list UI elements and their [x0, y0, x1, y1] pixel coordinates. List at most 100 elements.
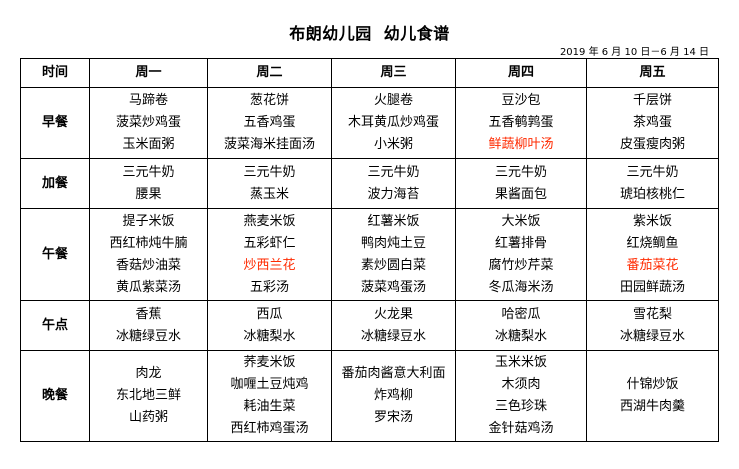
menu-cell: 西瓜 冰糖梨水 — [207, 300, 332, 351]
dish: 冬瓜海米汤 — [488, 279, 554, 295]
dish: 紫米饭 — [632, 213, 672, 229]
dish: 燕麦米饭 — [243, 213, 296, 229]
menu-cell: 红薯米饭 鸭肉炖土豆 素炒圆白菜 菠菜鸡蛋汤 — [331, 208, 456, 301]
dish: 菠菜炒鸡蛋 — [115, 115, 181, 130]
header-mon: 周一 — [89, 58, 208, 88]
dish: 三元牛奶 — [122, 164, 175, 180]
dish: 腐竹炒芹菜 — [488, 257, 554, 273]
dish: 冰糖绿豆水 — [115, 328, 181, 344]
dish: 玉米米饭 — [494, 355, 547, 370]
menu-cell: 玉米米饭木须肉三色珍珠金针菇鸡汤 — [455, 350, 587, 442]
dish: 鸭肉炖土豆 — [360, 235, 426, 251]
dish: 木耳黄瓜炒鸡蛋 — [347, 115, 439, 130]
dish: 冰糖绿豆水 — [619, 328, 685, 344]
dish: 葱花饼 — [249, 93, 289, 108]
header-tue: 周二 — [207, 58, 332, 88]
menu-cell: 雪花梨 冰糖绿豆水 — [586, 300, 719, 351]
menu-cell: 紫米饭红烧鲷鱼番茄菜花田园鲜蔬汤 — [586, 208, 719, 301]
dish: 罗宋汤 — [373, 410, 413, 425]
dish: 香蕉 — [135, 306, 162, 322]
dish: 黄瓜紫菜汤 — [115, 279, 181, 295]
meal-label: 早餐 — [20, 87, 90, 159]
meal-row-snack: 加餐 三元牛奶 腰果 三元牛奶 蒸玉米 三元牛奶 波力海苔 三元牛奶 果酱面包 三元牛奶 琥珀核桃仁 — [20, 158, 719, 209]
dish: 三元牛奶 — [626, 164, 679, 180]
meal-label: 晚餐 — [20, 350, 90, 442]
dish: 五彩汤 — [249, 279, 289, 295]
dish: 五香鸡蛋 — [243, 115, 296, 130]
highlighted-dish: 鲜蔬柳叶汤 — [488, 137, 554, 152]
menu-cell: 三元牛奶 波力海苔 — [331, 158, 456, 209]
dish: 西瓜 — [256, 306, 283, 322]
dish: 番茄肉酱意大利面 — [341, 366, 446, 381]
highlighted-dish: 炒西兰花 — [243, 257, 296, 273]
dish: 三元牛奶 — [494, 164, 547, 180]
menu-table: 时间 周一 周二 周三 周四 周五 早餐 马蹄卷 菠菜炒鸡蛋 玉米面粥 葱花饼 五香鸡蛋菠… — [20, 58, 719, 442]
kindergarten-name: 布朗幼儿园 — [289, 24, 372, 43]
dish: 香菇炒油菜 — [115, 257, 181, 273]
dish: 三元牛奶 — [367, 164, 420, 180]
menu-cell: 火腿卷木耳黄瓜炒鸡蛋 小米粥 — [331, 87, 456, 159]
date-range: 2019 年 6 月 10 日－6 月 14 日 — [559, 47, 709, 58]
meal-row-dinner: 晚餐 肉龙 东北地三鲜 山药粥 荞麦米饭 咖喱土豆炖鸡 耗油生菜 西红柿鸡蛋汤 番茄肉酱意大利面… — [20, 350, 719, 442]
dish: 玉米面粥 — [122, 137, 175, 152]
dish: 雪花梨 — [632, 306, 672, 322]
dish: 炸鸡柳 — [373, 388, 413, 403]
dish: 冰糖梨水 — [494, 328, 547, 344]
menu-cell: 提子米饭 西红柿炖牛腩 香菇炒油菜 黄瓜紫菜汤 — [89, 208, 208, 301]
dish: 提子米饭 — [122, 213, 175, 229]
dish: 冰糖梨水 — [243, 328, 296, 344]
dish: 五彩虾仁 — [243, 235, 296, 251]
menu-cell: 香蕉 冰糖绿豆水 — [89, 300, 208, 351]
dish: 五香鹌鹑蛋 — [488, 115, 554, 130]
meal-label: 午点 — [20, 300, 90, 351]
dish: 马蹄卷 — [128, 93, 168, 108]
menu-cell: 番茄肉酱意大利面 炸鸡柳罗宋汤 — [331, 350, 456, 442]
menu-cell: 葱花饼 五香鸡蛋 菠菜海米挂面汤 — [207, 87, 332, 159]
dish: 西湖牛肉羹 — [619, 399, 685, 414]
menu-cell: 三元牛奶 腰果 — [89, 158, 208, 209]
header-row: 时间 周一 周二 周三 周四 周五 — [20, 58, 719, 88]
header-thu: 周四 — [455, 58, 587, 88]
dish: 红薯排骨 — [494, 235, 547, 251]
dish: 茶鸡蛋 — [632, 115, 672, 130]
dish: 红烧鲷鱼 — [626, 235, 679, 251]
dish: 红薯米饭 — [367, 213, 420, 229]
dish: 什锦炒饭 — [626, 377, 679, 392]
meal-label: 午餐 — [20, 208, 90, 301]
dish: 田园鲜蔬汤 — [619, 279, 685, 295]
meal-label: 加餐 — [20, 158, 90, 209]
dish: 皮蛋瘦肉粥 — [619, 137, 685, 152]
meal-row-breakfast: 早餐 马蹄卷 菠菜炒鸡蛋 玉米面粥 葱花饼 五香鸡蛋 菠菜海米挂面汤 火腿卷 木耳黄瓜炒鸡蛋 小米… — [20, 87, 719, 159]
menu-cell: 火龙果 冰糖绿豆水 — [331, 300, 456, 351]
menu-cell: 大米饭 红薯排骨 腐竹炒芹菜 冬瓜海米汤 — [455, 208, 587, 301]
dish: 三色珍珠 — [494, 399, 547, 414]
dish: 西红柿鸡蛋汤 — [230, 421, 309, 436]
menu-title: 幼儿食谱 — [383, 24, 450, 43]
dish: 火腿卷 — [373, 93, 413, 108]
dish: 东北地三鲜 — [115, 388, 181, 403]
dish: 波力海苔 — [367, 186, 420, 202]
dish: 小米粥 — [373, 137, 413, 152]
menu-cell: 千层饼茶鸡蛋皮蛋瘦肉粥 — [586, 87, 719, 159]
header-wed: 周三 — [331, 58, 456, 88]
dish: 山药粥 — [128, 410, 168, 425]
menu-cell: 什锦炒饭 西湖牛肉羹 — [586, 350, 719, 442]
dish: 素炒圆白菜 — [360, 257, 426, 273]
header-fri: 周五 — [586, 58, 719, 88]
dish: 咖喱土豆炖鸡 — [230, 377, 309, 392]
dish: 千层饼 — [632, 93, 672, 108]
header-time: 时间 — [20, 58, 90, 88]
dish: 金针菇鸡汤 — [488, 421, 554, 436]
menu-cell: 肉龙 东北地三鲜 山药粥 — [89, 350, 208, 442]
menu-cell: 豆沙包五香鹌鹑蛋鲜蔬柳叶汤 — [455, 87, 587, 159]
dish: 木须肉 — [501, 377, 541, 392]
menu-cell: 三元牛奶 琥珀核桃仁 — [586, 158, 719, 209]
dish: 哈密瓜 — [501, 306, 541, 322]
dish: 琥珀核桃仁 — [619, 186, 685, 202]
page-title: 布朗幼儿园 幼儿食谱 — [0, 20, 739, 44]
dish: 豆沙包 — [501, 93, 541, 108]
highlighted-dish: 番茄菜花 — [626, 257, 679, 273]
dish: 火龙果 — [373, 306, 413, 322]
dish: 腰果 — [135, 186, 162, 202]
dish: 荞麦米饭 — [243, 355, 296, 370]
